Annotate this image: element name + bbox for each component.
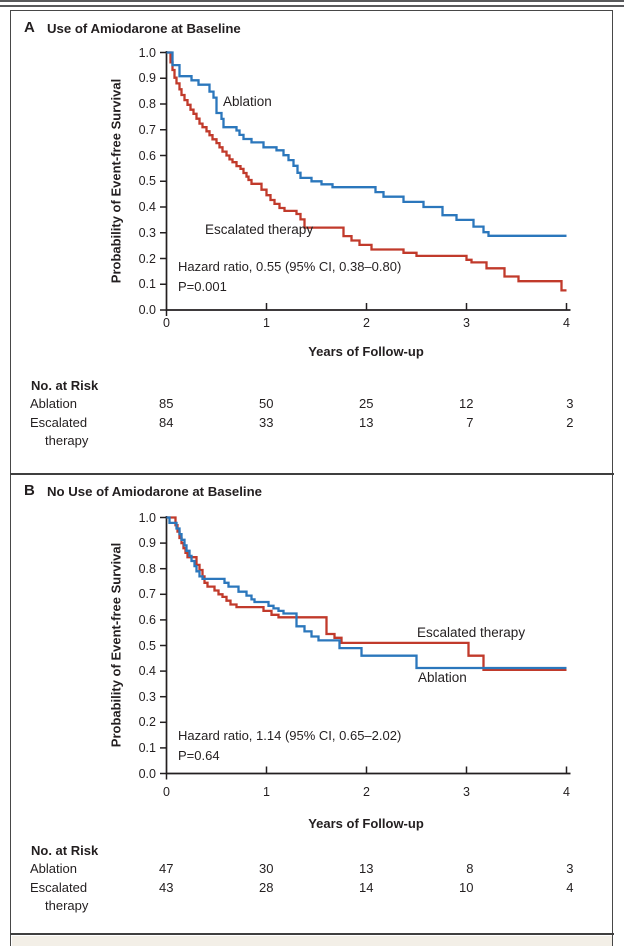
risk-count: 33 <box>259 415 274 430</box>
risk-count: 85 <box>159 396 174 411</box>
x-tick-label: 1 <box>263 316 270 330</box>
x-tick-label: 0 <box>163 316 170 330</box>
y-tick-label: 0.3 <box>138 225 156 240</box>
x-tick-label: 4 <box>563 316 570 330</box>
y-tick-label: 0.8 <box>138 561 156 576</box>
y-tick-label: 0.0 <box>138 302 156 317</box>
x-tick-label: 3 <box>463 316 470 330</box>
panel-a-y-axis-label: Probability of Event-free Survival <box>108 78 124 284</box>
bottom-divider <box>10 933 614 936</box>
x-tick-label: 3 <box>463 785 470 799</box>
panel-a-title: Use of Amiodarone at Baseline <box>47 21 241 36</box>
y-tick-label: 0.1 <box>138 740 156 755</box>
risk-count: 47 <box>159 861 174 876</box>
top-rule-upper <box>0 0 624 2</box>
ablation-curve <box>166 516 567 670</box>
y-tick-label: 0.9 <box>138 535 156 550</box>
risk-count: 10 <box>459 880 474 895</box>
risk-count: 7 <box>466 415 474 430</box>
y-tick-label: 0.3 <box>138 689 156 704</box>
risk-count: 13 <box>359 415 374 430</box>
y-tick-label: 0.2 <box>138 715 156 730</box>
panel-b-escalated-curve-label: Escalated therapy <box>417 625 526 640</box>
y-tick-label: 0.8 <box>138 96 156 111</box>
risk-count: 84 <box>159 415 174 430</box>
panel-b-ablation-curve-label: Ablation <box>418 670 467 685</box>
panel-a-x-axis-label: Years of Follow-up <box>308 344 424 359</box>
y-tick-label: 0.0 <box>138 766 156 781</box>
panel-a-p-value-text: P=0.001 <box>178 279 227 294</box>
y-tick-label: 0.7 <box>138 122 156 137</box>
panel-b-x-axis-label: Years of Follow-up <box>308 816 424 831</box>
risk-count: 4 <box>566 880 574 895</box>
panel-b-risk-row-label: Escalated <box>30 880 88 895</box>
figure-frame <box>10 10 613 946</box>
panel-a-escalated-curve-label: Escalated therapy <box>205 222 314 237</box>
y-tick-label: 0.4 <box>138 663 156 678</box>
risk-count: 8 <box>466 861 474 876</box>
caption-strip <box>12 936 612 946</box>
y-tick-label: 0.6 <box>138 612 156 627</box>
risk-count: 28 <box>259 880 274 895</box>
top-rule-lower <box>0 5 624 7</box>
y-tick-label: 0.9 <box>138 71 156 85</box>
panel-b-risk-row-label-wrap: therapy <box>45 898 89 913</box>
panel-b-hazard-ratio-text: Hazard ratio, 1.14 (95% CI, 0.65–2.02) <box>178 728 402 743</box>
panel-b-risk-heading: No. at Risk <box>31 843 99 858</box>
panel-a-risk-row-label: Ablation <box>30 396 77 411</box>
risk-count: 43 <box>159 880 174 895</box>
panel-a-risk-row-label: Escalated <box>30 415 88 430</box>
panel-a-letter: A <box>24 19 35 36</box>
panel-a-hazard-ratio-text: Hazard ratio, 0.55 (95% CI, 0.38–0.80) <box>178 259 402 274</box>
risk-count: 3 <box>566 861 574 876</box>
y-tick-label: 1.0 <box>138 45 156 60</box>
x-tick-label: 2 <box>363 785 370 799</box>
risk-count: 25 <box>359 396 374 411</box>
panel-b-letter: B <box>24 482 35 499</box>
y-tick-label: 0.7 <box>138 587 156 602</box>
y-tick-label: 0.5 <box>138 638 156 653</box>
panel-b-p-value-text: P=0.64 <box>178 748 220 763</box>
panel-b-y-axis-label: Probability of Event-free Survival <box>108 542 124 748</box>
y-tick-label: 0.2 <box>138 251 156 266</box>
risk-count: 3 <box>566 396 574 411</box>
x-tick-label: 1 <box>263 785 270 799</box>
risk-count: 14 <box>359 880 374 895</box>
panel-a-risk-row-label-wrap: therapy <box>45 433 89 448</box>
y-tick-label: 1.0 <box>138 510 156 525</box>
y-tick-label: 0.5 <box>138 174 156 188</box>
panel-divider <box>10 473 614 475</box>
x-tick-label: 2 <box>363 316 370 330</box>
y-tick-label: 0.4 <box>138 199 156 214</box>
escalated-therapy-curve <box>166 516 567 671</box>
panel-b-risk-row-label: Ablation <box>30 861 77 876</box>
x-tick-label: 4 <box>563 785 570 799</box>
risk-count: 2 <box>566 415 574 430</box>
y-tick-label: 0.1 <box>138 277 156 291</box>
risk-count: 12 <box>459 396 474 411</box>
panel-b-title: No Use of Amiodarone at Baseline <box>47 484 262 499</box>
risk-count: 50 <box>259 396 274 411</box>
y-tick-label: 0.6 <box>138 148 156 163</box>
ablation-curve <box>166 51 567 237</box>
risk-count: 13 <box>359 861 374 876</box>
panel-a-risk-heading: No. at Risk <box>31 378 99 393</box>
risk-count: 30 <box>259 861 274 876</box>
escalated-therapy-curve <box>166 51 567 292</box>
x-tick-label: 0 <box>163 785 170 799</box>
panel-a-ablation-curve-label: Ablation <box>223 94 272 109</box>
